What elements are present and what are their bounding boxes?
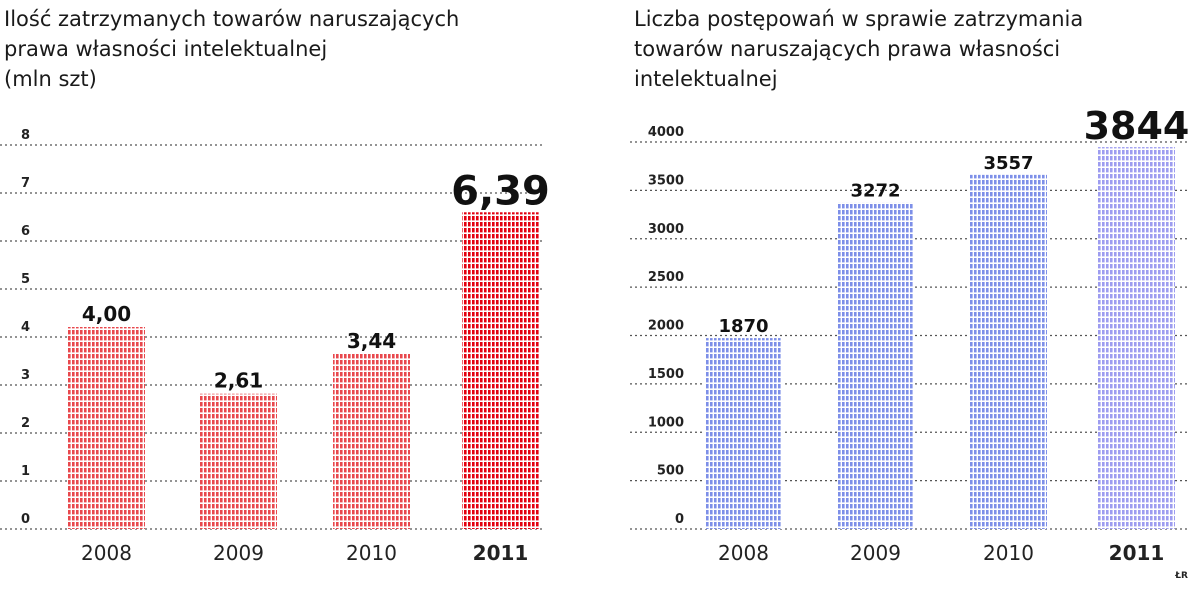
bar-chart-seized-goods: 0 1 2 3 4 5 6 7 8 4,00 2008 2,61 2009 3,44 2010 6,39 201… <box>0 128 550 565</box>
author-credit: ŁR <box>1175 571 1188 581</box>
data-label-2009: 3272 <box>850 180 900 201</box>
y-tick-label: 3500 <box>648 173 684 188</box>
bar-2011 <box>462 212 539 529</box>
y-tick-label: 2 <box>21 416 30 431</box>
chart-title-line: Ilość zatrzymanych towarów naruszających <box>4 7 460 31</box>
data-label-2010: 3,44 <box>347 329 396 353</box>
chart-panel-right: Liczba postępowań w sprawie zatrzymania … <box>630 0 1200 589</box>
data-label-2011: 6,39 <box>451 168 550 214</box>
y-tick-label: 4 <box>21 320 30 335</box>
x-tick-label-2010: 2010 <box>983 541 1034 565</box>
y-tick-label: 0 <box>21 512 30 527</box>
data-label-2011: 3844 <box>1084 104 1190 148</box>
y-tick-label: 2500 <box>648 270 684 285</box>
y-tick-label: 1500 <box>648 367 684 382</box>
bar-2008 <box>68 327 145 529</box>
x-tick-label-2010: 2010 <box>346 541 397 565</box>
x-tick-label-2011: 2011 <box>1109 541 1165 565</box>
y-tick-label: 500 <box>657 464 684 479</box>
bar-2009 <box>200 393 277 529</box>
y-tick-label: 0 <box>675 512 684 527</box>
chart-title-line: Liczba postępowań w sprawie zatrzymania <box>634 7 1084 31</box>
chart-title: Ilość zatrzymanych towarów naruszających… <box>4 4 459 94</box>
chart-title-line: (mln szt) <box>4 67 97 91</box>
chart-title: Liczba postępowań w sprawie zatrzymania … <box>634 4 1083 94</box>
y-tick-label: 7 <box>21 176 30 191</box>
y-tick-label: 5 <box>21 272 30 287</box>
x-tick-label-2008: 2008 <box>81 541 132 565</box>
y-tick-label: 3 <box>21 368 30 383</box>
y-tick-label: 8 <box>21 128 30 143</box>
bar-2011 <box>1098 147 1175 529</box>
y-tick-label: 1 <box>21 464 30 479</box>
data-label-2009: 2,61 <box>214 369 263 393</box>
y-tick-label: 1000 <box>648 415 684 430</box>
y-tick-label: 2000 <box>648 319 684 334</box>
chart-title-line: towarów naruszających prawa własności <box>634 37 1061 61</box>
chart-title-line: prawa własności intelektualnej <box>4 37 328 61</box>
chart-panel-left: Ilość zatrzymanych towarów naruszających… <box>0 0 560 589</box>
bar-2010 <box>333 353 410 529</box>
bar-chart-proceedings: 0 500 1000 1500 2000 2500 3000 3500 4000 1870 2008… <box>630 104 1190 565</box>
y-tick-label: 4000 <box>648 125 684 140</box>
y-tick-label: 6 <box>21 224 30 239</box>
x-tick-label-2009: 2009 <box>213 541 264 565</box>
bar-2009 <box>837 202 914 529</box>
data-label-2008: 1870 <box>718 316 768 337</box>
bar-2010 <box>970 174 1047 530</box>
chart-title-line: intelektualnej <box>634 67 778 91</box>
bar-2008 <box>705 338 782 529</box>
x-tick-label-2011: 2011 <box>473 541 529 565</box>
data-label-2008: 4,00 <box>82 302 131 326</box>
x-tick-label-2008: 2008 <box>718 541 769 565</box>
y-tick-label: 3000 <box>648 222 684 237</box>
x-tick-label-2009: 2009 <box>850 541 901 565</box>
data-label-2010: 3557 <box>983 153 1033 174</box>
